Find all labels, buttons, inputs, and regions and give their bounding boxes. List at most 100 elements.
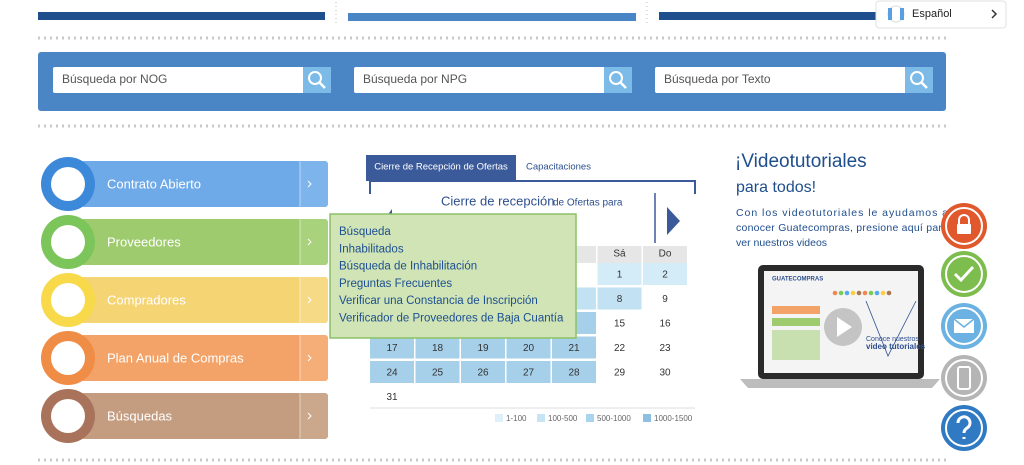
floating-button[interactable] [941, 203, 987, 249]
menu-label: Proveedores [107, 234, 181, 249]
legend-swatch [586, 414, 594, 422]
day-number: 27 [523, 368, 535, 379]
lock-icon [958, 214, 970, 224]
menu-item[interactable]: Búsquedas [41, 389, 328, 443]
tab-active[interactable] [366, 155, 516, 181]
day-cell [597, 336, 642, 359]
menu-arrow-box [300, 161, 328, 207]
day-number: 22 [614, 343, 626, 354]
submenu-link[interactable]: Búsqueda de Inhabilitación [339, 261, 477, 273]
button-ring [945, 359, 983, 397]
day: 16 [643, 312, 687, 334]
floating-button[interactable] [941, 355, 987, 401]
menu-bar [80, 277, 328, 323]
screen-sidebar [772, 318, 820, 326]
button-circle [941, 251, 987, 297]
screen-dot [886, 290, 892, 296]
menu-item[interactable]: Plan Anual de Compras [41, 331, 328, 385]
day-number: 1 [617, 270, 623, 281]
day-cell [643, 263, 687, 285]
day: 19 [461, 336, 505, 359]
search-input[interactable] [655, 67, 933, 93]
day-number: 25 [432, 368, 444, 379]
search-field[interactable]: Búsqueda por NOG [53, 67, 331, 93]
day: 24 [370, 361, 414, 383]
search-input[interactable] [354, 67, 632, 93]
submenu-link[interactable]: Verificar una Constancia de Inscripción [339, 295, 538, 307]
menu-bar [80, 161, 328, 207]
legend-label: 1000-1500 [654, 414, 693, 423]
videos-text[interactable]: ver nuestros videos [736, 237, 827, 249]
button-ring [945, 207, 983, 245]
button-ring [945, 255, 983, 293]
search-icon [318, 81, 326, 89]
language-selector[interactable]: Español [875, 0, 1007, 29]
floating-button[interactable] [941, 405, 987, 451]
search-icon [609, 71, 623, 85]
day-cell [643, 336, 687, 359]
videos-text[interactable]: conocer Guatecompras, presione aquí para [736, 222, 948, 234]
top-bar [38, 12, 325, 20]
help-icon [956, 415, 972, 439]
legend-label: 500-1000 [597, 414, 631, 423]
laptop-base [740, 379, 940, 388]
menu-item[interactable]: Compradores [41, 273, 328, 327]
videos-text[interactable]: Con los videotutoriales le ayudamos a [736, 207, 948, 219]
submenu-link[interactable]: Verificador de Proveedores de Baja Cuant… [339, 313, 564, 325]
menu-chevron [307, 238, 312, 246]
day-cell [643, 287, 687, 310]
menu-item[interactable]: Proveedores [41, 215, 328, 269]
screen-panel [772, 330, 820, 360]
screen-dot [880, 290, 886, 296]
menu-arrow-box [300, 335, 328, 381]
day-number: 26 [477, 368, 489, 379]
button-circle [941, 405, 987, 451]
day: 8 [597, 287, 642, 310]
promo-bracket [865, 300, 917, 357]
floating-button[interactable] [941, 303, 987, 349]
menu-label: Contrato Abierto [107, 176, 201, 191]
day: 27 [506, 361, 551, 383]
phone-icon [957, 366, 971, 390]
submenu-link[interactable]: Búsqueda [339, 226, 391, 238]
search-icon [920, 81, 928, 89]
day: 9 [643, 287, 687, 310]
search-button[interactable] [905, 67, 933, 93]
screen-logo: GUATECOMPRAS [772, 277, 823, 283]
search-button[interactable] [303, 67, 331, 93]
search-button[interactable] [604, 67, 632, 93]
submenu-link[interactable]: Preguntas Frecuentes [339, 278, 452, 290]
day-number: 19 [477, 343, 489, 354]
screen-dot [832, 290, 838, 296]
tab-label[interactable]: Capacitaciones [526, 162, 591, 173]
day: 22 [597, 336, 642, 359]
menu-chevron [307, 296, 312, 304]
menu-ring-inner [51, 399, 85, 433]
screen-dot [838, 290, 844, 296]
day-cell [461, 361, 505, 383]
screen-sidebar [772, 306, 820, 314]
day-number: 29 [614, 368, 626, 379]
legend-swatch [495, 414, 503, 422]
search-field[interactable]: Búsqueda por Texto [655, 67, 933, 93]
menu-arrow-box [300, 219, 328, 265]
day: 1 [597, 263, 642, 285]
day-cell [370, 385, 414, 408]
day-number: 18 [432, 343, 444, 354]
search-input[interactable] [53, 67, 331, 93]
videos-subtitle: para todos! [736, 179, 816, 196]
day-cell [506, 336, 551, 359]
screen-dot [862, 290, 868, 296]
legend-label: 1-100 [506, 414, 527, 423]
search-field[interactable]: Búsqueda por NPG [354, 67, 632, 93]
top-bar [659, 12, 876, 20]
tab-label: Cierre de Recepción de Ofertas [374, 162, 508, 173]
submenu-link[interactable]: Inhabilitados [339, 243, 404, 255]
floating-button[interactable] [941, 251, 987, 297]
menu-item[interactable]: Contrato Abierto [41, 157, 328, 211]
check-icon [953, 265, 975, 283]
next-arrow[interactable] [667, 207, 680, 235]
day-cell [415, 361, 460, 383]
